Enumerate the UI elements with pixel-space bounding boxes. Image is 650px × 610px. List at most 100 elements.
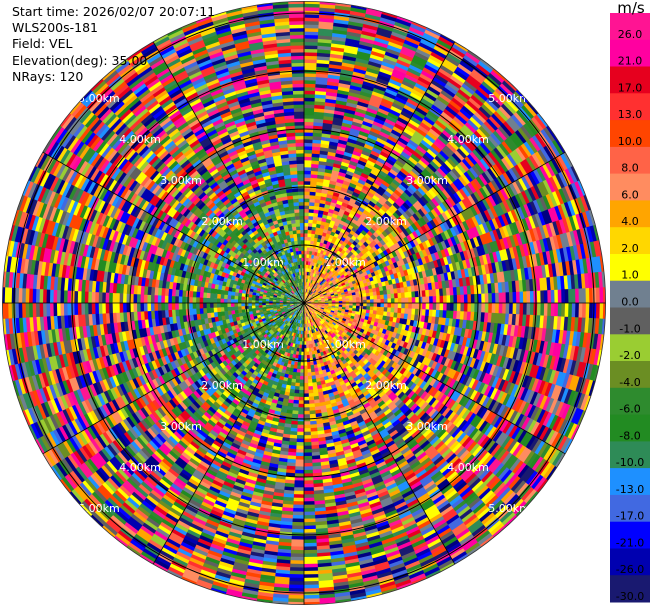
velocity-cell: [481, 171, 492, 185]
velocity-cell: [362, 80, 376, 89]
velocity-cell: [404, 303, 409, 309]
velocity-cell: [329, 290, 334, 294]
velocity-cell: [359, 280, 364, 285]
velocity-cell: [318, 284, 322, 289]
velocity-cell: [436, 295, 441, 304]
velocity-cell: [390, 214, 398, 222]
velocity-cell: [498, 105, 512, 120]
velocity-cell: [328, 287, 333, 291]
velocity-cell: [465, 51, 481, 65]
velocity-cell: [433, 140, 445, 151]
velocity-cell: [549, 236, 557, 251]
velocity-cell: [466, 239, 474, 250]
velocity-cell: [364, 114, 376, 122]
velocity-cell: [390, 129, 403, 138]
velocity-cell: [406, 234, 413, 243]
velocity-cell: [443, 248, 451, 258]
velocity-cell: [360, 229, 368, 236]
velocity-cell: [465, 77, 480, 90]
velocity-cell: [526, 139, 539, 154]
velocity-cell: [319, 293, 324, 296]
velocity-cell: [468, 97, 482, 110]
velocity-cell: [305, 292, 308, 297]
velocity-cell: [502, 292, 507, 304]
velocity-cell: [341, 158, 351, 165]
velocity-cell: [382, 243, 390, 251]
velocity-cell: [314, 291, 319, 295]
velocity-cell: [330, 291, 335, 295]
velocity-cell: [439, 164, 450, 176]
velocity-cell: [386, 44, 403, 54]
velocity-cell: [387, 258, 394, 265]
velocity-cell: [306, 278, 308, 283]
velocity-cell: [511, 166, 522, 180]
velocity-cell: [422, 94, 436, 105]
velocity-cell: [393, 261, 399, 269]
velocity-cell: [458, 175, 468, 187]
velocity-cell: [377, 241, 384, 248]
velocity-cell: [449, 254, 456, 264]
velocity-cell: [417, 159, 428, 169]
velocity-cell: [344, 44, 359, 52]
velocity-cell: [304, 111, 315, 116]
velocity-cell: [517, 162, 528, 177]
velocity-cell: [338, 208, 346, 215]
velocity-cell: [408, 156, 419, 166]
velocity-cell: [519, 231, 527, 245]
velocity-cell: [308, 254, 312, 259]
velocity-cell: [529, 228, 537, 243]
velocity-cell: [421, 256, 427, 265]
velocity-cell: [482, 254, 489, 266]
velocity-cell: [345, 170, 355, 177]
velocity-cell: [344, 173, 354, 180]
velocity-cell: [355, 291, 360, 295]
velocity-cell: [357, 226, 364, 233]
velocity-cell: [311, 276, 315, 281]
velocity-cell: [478, 125, 491, 139]
velocity-cell: [401, 297, 406, 304]
velocity-cell: [533, 168, 544, 184]
velocity-cell: [304, 52, 318, 57]
velocity-cell: [454, 150, 465, 162]
velocity-cell: [335, 3, 352, 8]
velocity-cell: [499, 173, 510, 187]
velocity-cell: [399, 231, 407, 239]
velocity-cell: [304, 240, 308, 244]
velocity-cell: [376, 110, 389, 119]
velocity-cell: [320, 297, 325, 300]
velocity-cell: [529, 137, 542, 152]
velocity-cell: [423, 193, 432, 203]
velocity-cell: [402, 257, 409, 265]
velocity-cell: [484, 196, 494, 209]
velocity-cell: [321, 269, 326, 274]
velocity-cell: [311, 254, 315, 259]
velocity-cell: [382, 94, 396, 103]
velocity-cell: [393, 255, 400, 263]
velocity-cell: [316, 288, 320, 292]
velocity-cell: [358, 130, 370, 138]
velocity-cell: [367, 64, 382, 72]
velocity-cell: [562, 247, 570, 263]
velocity-cell: [492, 68, 507, 82]
velocity-cell: [580, 195, 590, 213]
velocity-cell: [452, 225, 461, 236]
velocity-cell: [442, 86, 457, 98]
velocity-cell: [304, 142, 313, 147]
velocity-cell: [444, 160, 455, 171]
velocity-cell: [360, 283, 365, 288]
velocity-cell: [399, 214, 408, 223]
velocity-cell: [427, 254, 434, 263]
velocity-cell: [309, 194, 316, 200]
velocity-cell: [436, 224, 445, 234]
velocity-cell: [521, 218, 530, 232]
velocity-cell: [429, 160, 440, 171]
velocity-cell: [304, 285, 306, 290]
velocity-cell: [309, 291, 313, 295]
velocity-cell: [372, 194, 381, 202]
velocity-cell: [493, 110, 507, 125]
velocity-cell: [479, 244, 486, 256]
velocity-cell: [340, 161, 350, 168]
velocity-cell: [479, 158, 491, 171]
velocity-cell: [361, 30, 377, 38]
velocity-cell: [344, 293, 350, 297]
